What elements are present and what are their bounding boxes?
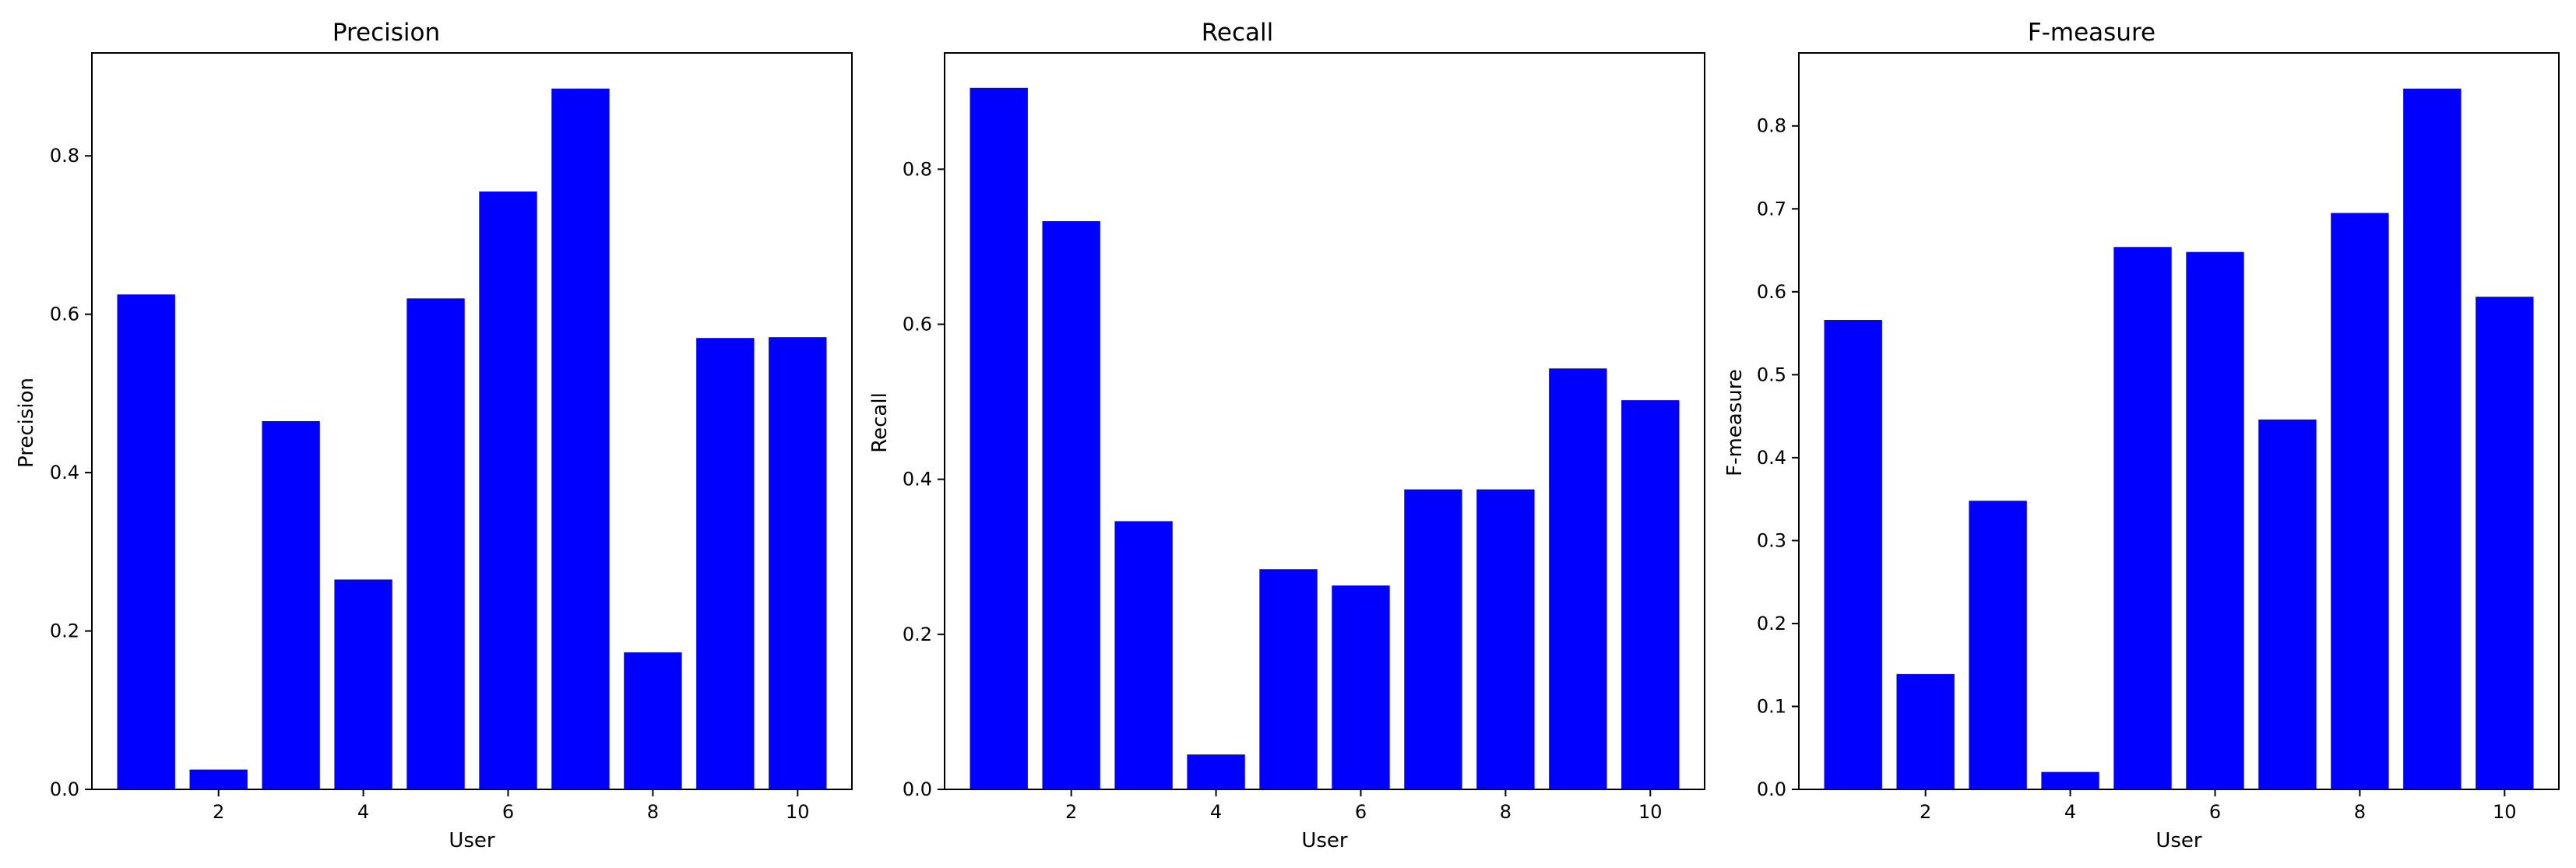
x-tick-label: 4 bbox=[1210, 801, 1222, 823]
bar-user-3 bbox=[1969, 501, 2027, 789]
x-tick-label: 4 bbox=[357, 801, 369, 823]
bar-user-5 bbox=[2113, 247, 2172, 789]
bar-user-6 bbox=[479, 192, 537, 789]
bars bbox=[970, 87, 1680, 790]
y-axis-label: Recall bbox=[868, 392, 892, 453]
bar-user-3 bbox=[262, 421, 320, 789]
y-tick-label: 0.0 bbox=[903, 778, 932, 800]
x-tick-label: 10 bbox=[1638, 801, 1663, 823]
y-tick-label: 0.6 bbox=[1757, 281, 1786, 303]
bar-user-10 bbox=[769, 337, 827, 789]
bar-user-1 bbox=[117, 294, 175, 789]
y-tick-label: 0.6 bbox=[50, 304, 79, 325]
y-tick-label: 0.2 bbox=[1757, 613, 1786, 634]
y-tick-label: 0.0 bbox=[1757, 778, 1786, 800]
bar-user-3 bbox=[1114, 521, 1173, 789]
bar-user-1 bbox=[1824, 320, 1882, 789]
y-tick-label: 0.8 bbox=[50, 145, 79, 167]
x-tick-label: 6 bbox=[502, 801, 514, 823]
x-axis-label: User bbox=[449, 829, 495, 852]
bars bbox=[117, 88, 827, 790]
bar-user-1 bbox=[970, 87, 1028, 789]
y-tick-label: 0.4 bbox=[50, 462, 79, 483]
x-tick-label: 2 bbox=[213, 801, 224, 823]
y-ticks: 0.0 0.2 0.4 0.6 0.8 bbox=[50, 145, 92, 800]
bar-user-7 bbox=[2258, 419, 2317, 789]
x-axis-label: User bbox=[2155, 829, 2202, 852]
bar-user-8 bbox=[1476, 489, 1535, 789]
bar-user-2 bbox=[189, 769, 248, 789]
bar-user-4 bbox=[1187, 754, 1245, 789]
x-tick-label: 8 bbox=[647, 801, 659, 823]
y-tick-label: 0.2 bbox=[50, 620, 79, 642]
x-tick-label: 2 bbox=[1065, 801, 1077, 823]
bar-user-7 bbox=[1404, 489, 1462, 789]
subplot-precision: Precision Precision User 2 4 6 8 10 0.00.20.… bbox=[15, 19, 853, 852]
plot-frame bbox=[91, 52, 853, 790]
y-tick-label: 0.5 bbox=[1757, 364, 1786, 385]
x-tick-label: 6 bbox=[1355, 801, 1367, 823]
x-ticks: 2 4 6 8 10 bbox=[1065, 789, 1663, 823]
x-ticks: 2 4 6 8 10 bbox=[1920, 789, 2517, 823]
bar-user-2 bbox=[1042, 221, 1100, 790]
x-tick-label: 8 bbox=[2354, 801, 2366, 823]
y-tick-label: 0.8 bbox=[903, 158, 932, 180]
bar-user-9 bbox=[1549, 368, 1607, 789]
x-axis-label: User bbox=[1301, 829, 1348, 852]
bar-user-6 bbox=[2186, 251, 2244, 789]
chart-title: F-measure bbox=[2028, 19, 2155, 47]
bar-user-8 bbox=[624, 652, 682, 789]
y-tick-label: 0.2 bbox=[903, 624, 932, 645]
bar-user-4 bbox=[2041, 771, 2099, 789]
subplot-f-measure: F-measure F-measure User 2 4 6 8 10 0.00.10.… bbox=[1723, 19, 2560, 852]
y-tick-label: 0.8 bbox=[1757, 115, 1786, 137]
x-ticks: 2 4 6 8 10 bbox=[213, 789, 810, 823]
y-ticks: 0.0 0.2 0.4 0.6 0.8 bbox=[903, 158, 945, 800]
bar-user-9 bbox=[696, 338, 755, 789]
y-axis-label: F-measure bbox=[1723, 369, 1747, 476]
x-tick-label: 2 bbox=[1920, 801, 1931, 823]
bar-user-4 bbox=[334, 579, 392, 789]
plot-frame bbox=[944, 52, 1705, 790]
y-tick-label: 0.7 bbox=[1757, 198, 1786, 220]
plot-frame bbox=[1798, 52, 2560, 790]
y-tick-label: 0.0 bbox=[50, 778, 79, 800]
x-tick-label: 10 bbox=[786, 801, 810, 823]
bar-user-10 bbox=[2476, 297, 2534, 789]
x-tick-label: 4 bbox=[2064, 801, 2076, 823]
bar-user-2 bbox=[1896, 673, 1955, 789]
y-tick-label: 0.6 bbox=[903, 314, 932, 336]
x-tick-label: 6 bbox=[2209, 801, 2221, 823]
x-tick-label: 10 bbox=[2493, 801, 2517, 823]
subplot-recall: Recall Recall User 2 4 6 8 10 0.00.20.40.60.… bbox=[868, 19, 1705, 852]
y-tick-label: 0.4 bbox=[1757, 447, 1786, 469]
bar-user-10 bbox=[1621, 400, 1680, 789]
y-tick-label: 0.1 bbox=[1757, 695, 1786, 717]
bars bbox=[1824, 88, 2534, 789]
chart-title: Precision bbox=[333, 19, 440, 47]
chart-title: Recall bbox=[1202, 19, 1274, 47]
bar-user-8 bbox=[2331, 213, 2389, 789]
bar-user-9 bbox=[2403, 88, 2462, 789]
x-tick-label: 8 bbox=[1500, 801, 1511, 823]
y-axis-label: Precision bbox=[15, 378, 38, 468]
y-ticks: 0.0 0.1 0.2 0.3 0.4 0.5 0.6 0.7 0.8 bbox=[1757, 115, 1799, 800]
bar-user-5 bbox=[406, 298, 465, 790]
y-tick-label: 0.4 bbox=[903, 469, 932, 490]
bar-user-7 bbox=[551, 88, 610, 789]
bar-user-6 bbox=[1332, 585, 1390, 789]
y-tick-label: 0.3 bbox=[1757, 529, 1786, 551]
bar-user-5 bbox=[1259, 569, 1318, 789]
